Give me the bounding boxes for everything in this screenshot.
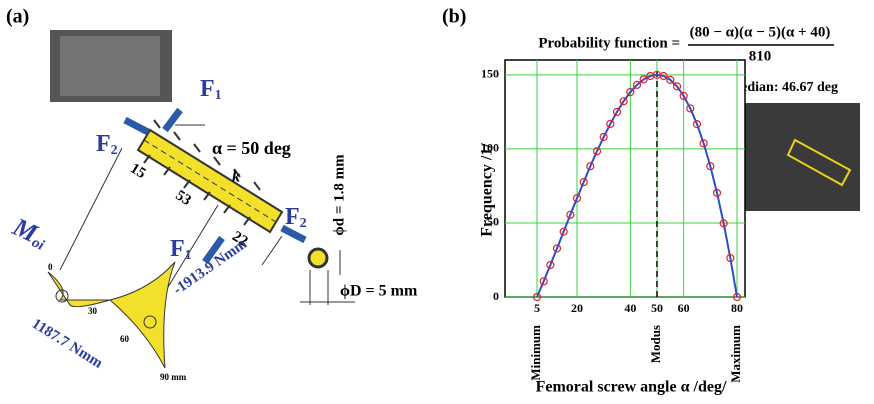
spring-label: k: [232, 169, 240, 186]
force-label: F1: [200, 76, 222, 104]
y-tick-label: 100: [481, 141, 499, 155]
chart-title: Probability function =: [538, 35, 680, 51]
panel-a: (a) F1 F2 F2 F1 α = 50 deg k 15 53 22 ϕd…: [6, 6, 418, 382]
x-annotation: Modus: [648, 325, 663, 363]
plot-area: [505, 60, 745, 297]
panel-label: (a): [6, 6, 29, 28]
x-tick-label: 5: [534, 301, 540, 315]
figure: (a) F1 F2 F2 F1 α = 50 deg k 15 53 22 ϕd…: [0, 0, 874, 404]
dimension-lines: [60, 148, 282, 320]
diameter-label: ϕd = 1.8 mm: [331, 154, 347, 236]
x-tick-label: 40: [624, 301, 636, 315]
y-tick-label: 0: [493, 289, 499, 303]
position-label: 90 mm: [160, 372, 187, 382]
panel-label: (b): [442, 6, 466, 28]
x-tick-label: 20: [571, 301, 583, 315]
moment-label: Moi: [7, 212, 53, 255]
x-annotation: Maximum: [728, 325, 743, 383]
xray-image: [733, 103, 860, 211]
title-denominator: 810: [749, 48, 772, 64]
position-label: 30: [88, 306, 98, 316]
dimension-label: 15: [127, 160, 148, 182]
force-label: F2: [285, 204, 307, 232]
force-label: F1: [170, 236, 192, 264]
xray-detail: [60, 36, 160, 96]
x-tick-label: 80: [731, 301, 743, 315]
x-tick-label: 60: [678, 301, 690, 315]
x-axis-label: Femoral screw angle α /deg/: [536, 379, 727, 396]
angle-label: α = 50 deg: [212, 138, 291, 158]
y-tick-label: 150: [481, 67, 499, 81]
position-label: 60: [120, 334, 130, 344]
force-label: F2: [96, 131, 118, 159]
y-tick-label: 50: [487, 215, 499, 229]
x-annotation: Minimum: [528, 325, 543, 381]
x-tick-label: 50: [651, 301, 663, 315]
screw-section: [309, 249, 327, 267]
diameter-label: ϕD = 5 mm: [340, 283, 418, 300]
position-label: 0: [48, 262, 53, 272]
title-numerator: (80 − α)(α − 5)(α + 40): [690, 24, 831, 40]
moment-value: 1187.7 Nmm: [29, 316, 106, 372]
dimension-label: 53: [173, 187, 194, 209]
panel-b: (b) Probability function = (80 − α)(α − …: [442, 6, 860, 396]
